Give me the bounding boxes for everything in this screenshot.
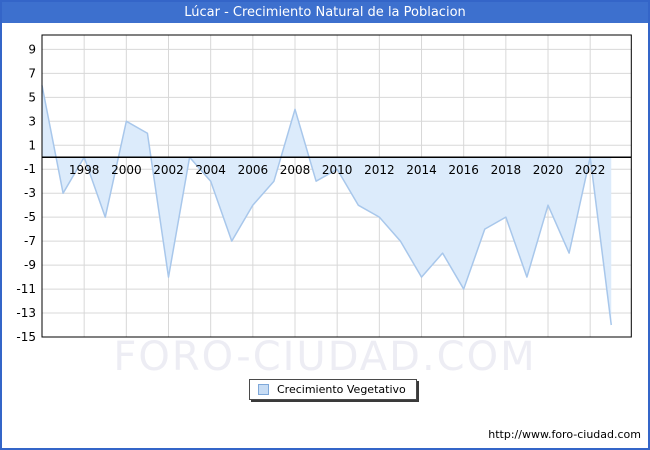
svg-text:2006: 2006 — [238, 163, 269, 177]
svg-text:7: 7 — [28, 66, 36, 80]
svg-text:2014: 2014 — [406, 163, 437, 177]
svg-text:-9: -9 — [24, 258, 36, 272]
svg-text:2016: 2016 — [448, 163, 479, 177]
svg-text:2002: 2002 — [153, 163, 184, 177]
chart-title: Lúcar - Crecimiento Natural de la Poblac… — [184, 5, 466, 20]
svg-text:2018: 2018 — [491, 163, 522, 177]
footer-url: http://www.foro-ciudad.com — [488, 428, 641, 441]
svg-text:1: 1 — [28, 138, 36, 152]
svg-text:3: 3 — [28, 114, 36, 128]
svg-text:-11: -11 — [16, 282, 36, 296]
svg-text:5: 5 — [28, 90, 36, 104]
svg-text:2000: 2000 — [111, 163, 142, 177]
svg-text:1998: 1998 — [69, 163, 100, 177]
data-line — [41, 85, 613, 326]
plot-frame — [41, 34, 632, 338]
svg-text:2004: 2004 — [195, 163, 226, 177]
legend-label: Crecimiento Vegetativo — [277, 383, 406, 396]
area-fill — [42, 85, 612, 326]
svg-text:9: 9 — [28, 42, 36, 56]
svg-text:2020: 2020 — [533, 163, 564, 177]
plot-area — [42, 35, 632, 337]
svg-text:2010: 2010 — [322, 163, 353, 177]
x-axis-labels: 1998 2000 2002 2004 2006 2008 2010 2012 2014 2016… — [69, 163, 606, 177]
svg-text:-5: -5 — [24, 210, 36, 224]
svg-text:2012: 2012 — [364, 163, 395, 177]
svg-text:2008: 2008 — [280, 163, 311, 177]
legend-swatch-icon — [258, 384, 269, 395]
legend: Crecimiento Vegetativo — [249, 379, 417, 400]
svg-text:2022: 2022 — [575, 163, 606, 177]
svg-text:-1: -1 — [24, 162, 36, 176]
svg-text:-13: -13 — [16, 306, 36, 320]
watermark: FORO-CIUDAD.COM — [113, 334, 537, 380]
svg-text:-7: -7 — [24, 234, 36, 248]
svg-text:-3: -3 — [24, 186, 36, 200]
gridlines — [42, 35, 632, 338]
title-bar: Lúcar - Crecimiento Natural de la Poblac… — [2, 2, 648, 23]
